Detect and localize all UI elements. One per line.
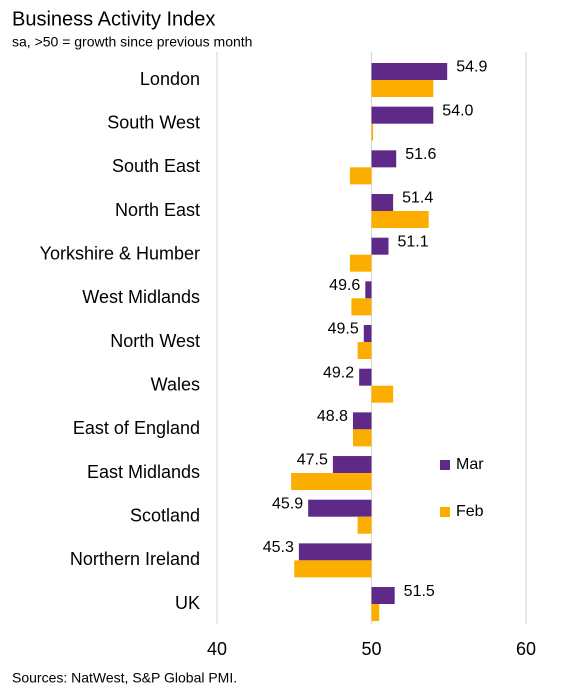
bar [365,281,372,299]
bar [349,254,372,272]
x-tick-label: 50 [361,639,381,659]
y-tick-label: Yorkshire & Humber [40,243,200,263]
data-label: 54.9 [456,59,487,76]
y-tick-label: North West [110,331,200,351]
legend-swatch [440,460,450,470]
bar [294,560,372,578]
bar [363,325,372,343]
bar [349,167,372,185]
y-tick-label: Wales [151,374,200,394]
bar [371,106,434,124]
chart-subtitle: sa, >50 = growth since previous month [12,34,252,50]
data-label: 51.5 [404,583,435,600]
legend-label: Feb [456,503,484,520]
y-tick-label: North East [115,200,200,220]
data-label: 49.2 [323,364,354,381]
bar [371,194,394,212]
data-label: 45.3 [263,539,294,556]
data-label: 48.8 [317,408,348,425]
data-label: 49.6 [329,277,360,294]
y-tick-label: West Midlands [82,287,200,307]
bar [371,385,394,403]
bar [371,123,374,141]
chart-title: Business Activity Index [12,8,215,30]
y-tick-label: East Midlands [87,462,200,482]
x-tick-label: 60 [516,639,536,659]
bar [352,429,372,447]
source-note: Sources: NatWest, S&P Global PMI. [12,670,237,686]
x-tick-label: 40 [207,639,227,659]
data-label: 54.0 [442,102,473,119]
bar [371,150,397,168]
legend-label: Mar [456,456,484,473]
bar [371,63,448,80]
data-label: 45.9 [272,495,303,512]
bar [357,516,372,534]
bar [308,499,372,517]
data-label: 51.1 [397,233,428,250]
y-tick-label: London [140,69,200,89]
y-tick-label: UK [175,593,200,613]
y-tick-label: South West [107,112,200,132]
bar [371,237,389,255]
bar [371,604,380,622]
bar [298,543,372,561]
data-label: 49.5 [328,321,359,338]
bar [371,80,434,97]
bar [371,211,429,229]
bar [371,587,395,605]
bar [332,456,372,474]
data-label: 51.4 [402,190,433,207]
legend-swatch [440,507,450,517]
y-tick-label: East of England [73,418,200,438]
data-label: 51.6 [405,146,436,163]
y-tick-label: Northern Ireland [70,549,200,569]
data-label: 47.5 [297,452,328,469]
bar [352,412,372,430]
bar [357,342,372,360]
y-tick-label: South East [112,156,200,176]
y-tick-label: Scotland [130,505,200,525]
bar [291,473,372,491]
bar [351,298,372,316]
bar [359,368,372,386]
